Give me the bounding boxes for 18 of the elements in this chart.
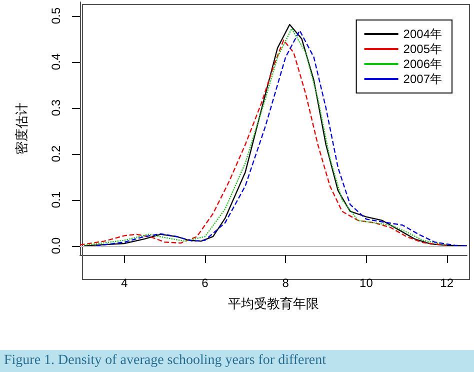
- legend-label: 2006年: [403, 57, 442, 71]
- x-tick-label: 4: [121, 276, 128, 290]
- y-axis-title: 密度估计: [14, 102, 29, 154]
- y-tick-label: 0.1: [49, 191, 63, 208]
- y-tick-label: 0.4: [49, 53, 63, 70]
- legend-label: 2007年: [403, 72, 442, 86]
- x-tick-label: 12: [440, 276, 454, 290]
- legend-label: 2005年: [403, 42, 442, 56]
- y-tick-label: 0.2: [49, 145, 63, 162]
- x-tick-label: 6: [202, 276, 209, 290]
- y-tick-label: 0.5: [49, 7, 63, 24]
- y-tick-label: 0.0: [49, 237, 63, 254]
- x-tick-label: 10: [360, 276, 374, 290]
- x-axis-title: 平均受教育年限: [228, 296, 319, 311]
- legend-label: 2004年: [403, 27, 442, 41]
- y-tick-label: 0.3: [49, 99, 63, 116]
- x-tick-label: 8: [282, 276, 290, 290]
- caption: Figure 1. Density of average schooling years for different: [0, 350, 474, 372]
